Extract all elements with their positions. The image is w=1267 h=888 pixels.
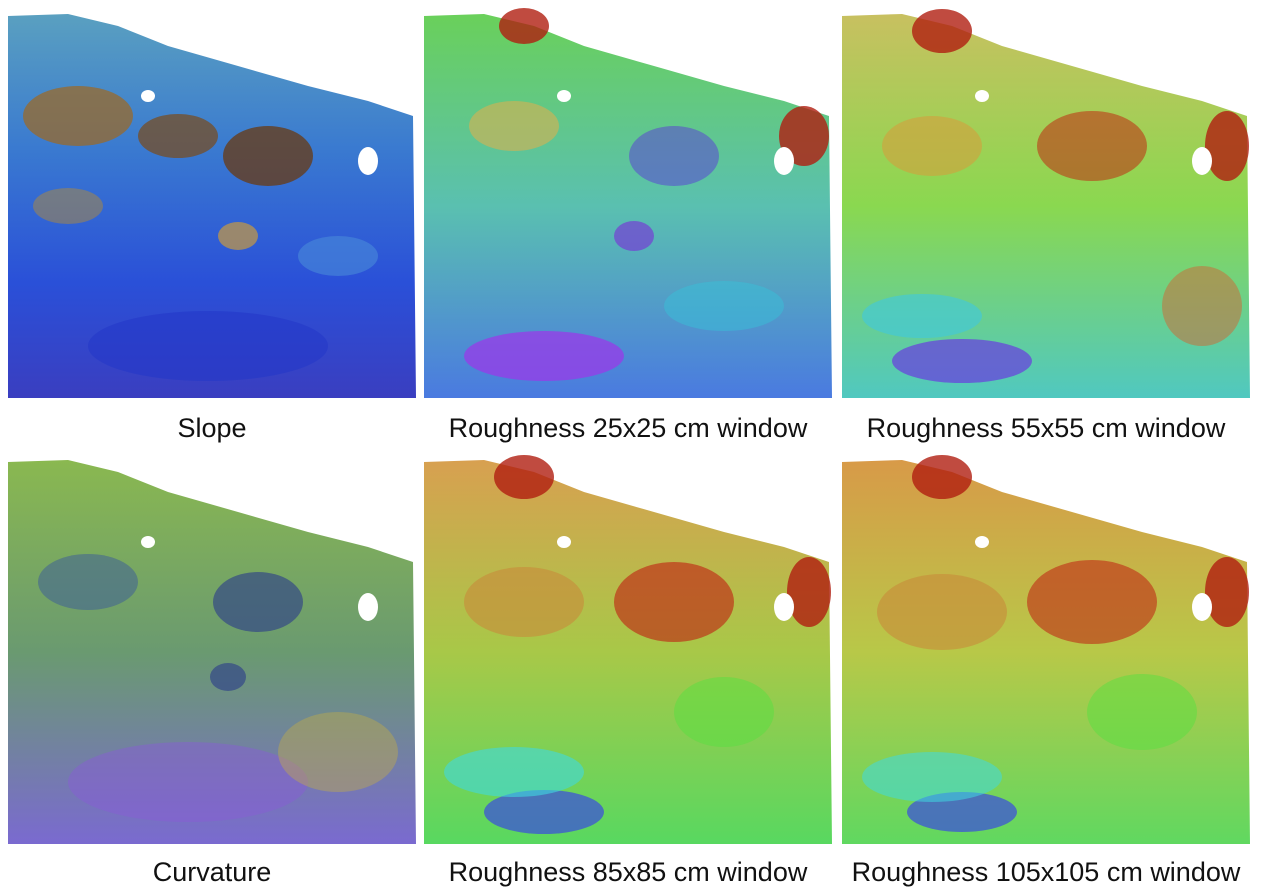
terrain-panel-roughness-85 — [424, 452, 832, 844]
terrain-panel-slope — [8, 6, 416, 398]
terrain-map-roughness-55 — [842, 9, 1250, 398]
caption-curvature: Curvature — [152, 857, 272, 887]
terrain-panel-roughness-105 — [842, 452, 1250, 844]
terrain-map-roughness-85 — [424, 455, 832, 844]
terrain-map-curvature — [8, 460, 416, 844]
terrain-panel-curvature — [8, 452, 416, 844]
terrain-panel-roughness-55 — [842, 6, 1250, 398]
caption-roughness-55: Roughness 55x55 cm window — [866, 413, 1226, 443]
caption-roughness-85: Roughness 85x85 cm window — [448, 857, 808, 887]
caption-roughness-25: Roughness 25x25 cm window — [448, 413, 808, 443]
caption-slope: Slope — [177, 413, 247, 443]
terrain-panel-roughness-25 — [424, 6, 832, 398]
terrain-map-roughness-25 — [424, 8, 832, 398]
terrain-map-roughness-105 — [842, 455, 1250, 844]
caption-roughness-105: Roughness 105x105 cm window — [851, 857, 1241, 887]
terrain-map-slope — [8, 14, 416, 398]
